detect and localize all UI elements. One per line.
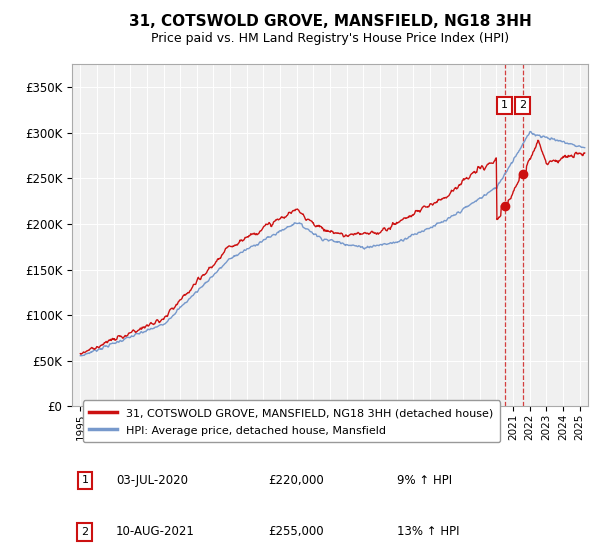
Text: 2: 2 — [519, 100, 526, 110]
Text: 2: 2 — [82, 527, 88, 536]
Text: 31, COTSWOLD GROVE, MANSFIELD, NG18 3HH: 31, COTSWOLD GROVE, MANSFIELD, NG18 3HH — [128, 14, 532, 29]
Text: £255,000: £255,000 — [268, 525, 324, 538]
Text: 9% ↑ HPI: 9% ↑ HPI — [397, 474, 452, 487]
Legend: 31, COTSWOLD GROVE, MANSFIELD, NG18 3HH (detached house), HPI: Average price, de: 31, COTSWOLD GROVE, MANSFIELD, NG18 3HH … — [83, 400, 500, 442]
Text: Price paid vs. HM Land Registry's House Price Index (HPI): Price paid vs. HM Land Registry's House … — [151, 32, 509, 45]
Text: 1: 1 — [82, 475, 88, 486]
Text: 1: 1 — [501, 100, 508, 110]
Text: £220,000: £220,000 — [268, 474, 324, 487]
Text: 13% ↑ HPI: 13% ↑ HPI — [397, 525, 460, 538]
Text: 10-AUG-2021: 10-AUG-2021 — [116, 525, 195, 538]
Text: 03-JUL-2020: 03-JUL-2020 — [116, 474, 188, 487]
